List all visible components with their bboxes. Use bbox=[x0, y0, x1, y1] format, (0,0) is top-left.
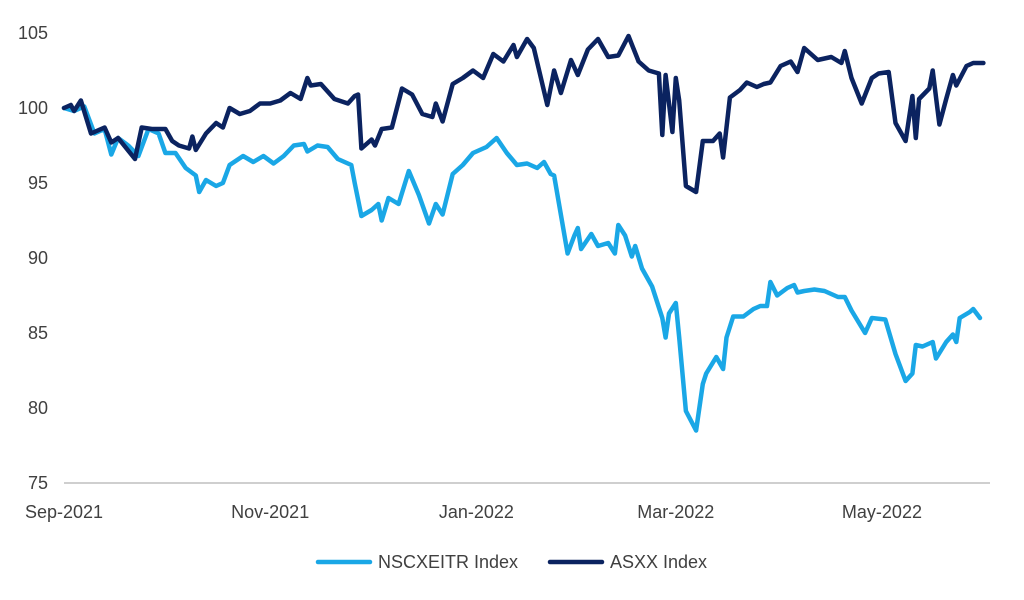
y-tick-label: 85 bbox=[28, 323, 48, 343]
x-axis: Sep-2021 Nov-2021 Jan-2022 Mar-2022 May-2022 bbox=[25, 482, 990, 522]
y-axis: 75 80 85 90 95 100 105 bbox=[18, 23, 48, 493]
legend-label: ASXX Index bbox=[610, 552, 707, 572]
series-line-nscxeitr bbox=[61, 104, 983, 433]
x-tick-label: Sep-2021 bbox=[25, 502, 103, 522]
y-tick-label: 100 bbox=[18, 98, 48, 118]
y-tick-label: 75 bbox=[28, 473, 48, 493]
legend-label: NSCXEITR Index bbox=[378, 552, 518, 572]
x-tick-label: May-2022 bbox=[842, 502, 922, 522]
legend: NSCXEITR Index ASXX Index bbox=[315, 552, 707, 572]
y-tick-label: 90 bbox=[28, 248, 48, 268]
series-line-asxx bbox=[61, 33, 986, 195]
y-tick-label: 95 bbox=[28, 173, 48, 193]
x-tick-label: Jan-2022 bbox=[439, 502, 514, 522]
series-layer bbox=[61, 33, 986, 433]
x-tick-label: Mar-2022 bbox=[637, 502, 714, 522]
x-tick-label: Nov-2021 bbox=[231, 502, 309, 522]
y-tick-label: 80 bbox=[28, 398, 48, 418]
y-tick-label: 105 bbox=[18, 23, 48, 43]
